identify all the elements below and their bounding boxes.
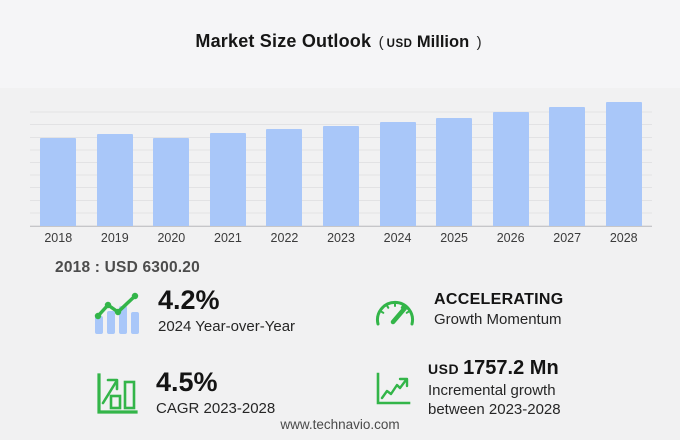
first-year-annotation: 2018 : USD 6300.20 [55, 259, 200, 276]
gauge-icon [372, 291, 418, 331]
stat-value: ACCELERATING [434, 291, 564, 309]
stat-yoy: 4.2% 2024 Year-over-Year [92, 287, 295, 337]
bar-2024 [379, 121, 416, 226]
stat-text: ACCELERATING Growth Momentum [434, 292, 564, 330]
bar-2022 [266, 128, 303, 226]
stat-incremental-growth: USD 1757.2 Mn Incremental growth between … [374, 358, 561, 420]
title-text: Market Size Outlook [195, 31, 372, 51]
x-tick-label: 2023 [327, 231, 355, 245]
x-tick-label: 2020 [157, 231, 186, 245]
stat-label-line2: between 2023-2028 [428, 400, 561, 418]
unit-open-paren: ( [378, 34, 384, 51]
bar-chart-plot-area [30, 100, 652, 227]
bar-2027 [549, 106, 586, 226]
bar-2019 [96, 133, 133, 226]
unit-label: Million [416, 33, 470, 51]
x-tick-label: 2025 [440, 231, 468, 245]
stat-value: USD 1757.2 Mn [428, 358, 561, 378]
line-chart-icon [374, 372, 412, 406]
stat-label-line1: Incremental growth [428, 382, 556, 399]
stat-text: 4.5% CAGR 2023-2028 [156, 369, 275, 419]
trend-bars-icon [92, 290, 142, 334]
x-tick-label: 2028 [609, 231, 638, 245]
growth-bars-icon [94, 372, 140, 416]
x-labels: 2018 2019 2020 2021 2022 2023 2024 2025 2026 2027… [30, 231, 652, 245]
stat-label: 2024 Year-over-Year [158, 318, 296, 335]
bar-2025 [436, 117, 473, 226]
title-unit: (USD Million ) [376, 33, 485, 51]
stat-cagr: 4.5% CAGR 2023-2028 [94, 369, 275, 419]
bar-2021 [209, 133, 246, 226]
bar-2026 [492, 111, 529, 226]
stat-value-number: 1757.2 Mn [463, 357, 559, 379]
usd-prefix: USD [428, 361, 460, 377]
x-tick-label: 2018 [44, 231, 73, 245]
x-tick-label: 2024 [383, 231, 412, 245]
chart-panel: 2018 2019 2020 2021 2022 2023 2024 2025 2026 2027… [0, 88, 680, 440]
unit-close-paren: ) [476, 34, 482, 51]
x-tick-label: 2026 [496, 231, 525, 245]
stat-momentum: ACCELERATING Growth Momentum [372, 291, 564, 331]
bar-2023 [323, 126, 359, 226]
x-tick-label: 2021 [214, 231, 242, 245]
bar-2028 [605, 101, 642, 226]
stat-label: Incremental growth between 2023-2028 [428, 382, 561, 420]
x-tick-label: 2027 [553, 231, 582, 245]
stat-value: 4.5% [156, 367, 218, 397]
stat-value: 4.2% [158, 285, 220, 315]
stat-label: Growth Momentum [434, 311, 562, 329]
stat-text: 4.2% 2024 Year-over-Year [158, 287, 295, 337]
stat-text: USD 1757.2 Mn Incremental growth between … [428, 358, 561, 420]
footer-url[interactable]: www.technavio.com [280, 417, 400, 432]
bars [30, 100, 652, 226]
unit-currency: USD [386, 38, 413, 50]
bar-2018 [40, 137, 77, 226]
x-tick-label: 2019 [100, 231, 129, 245]
stat-label: CAGR 2023-2028 [156, 400, 276, 417]
x-tick-label: 2022 [270, 231, 299, 245]
bar-2020 [153, 137, 190, 226]
page-title: Market Size Outlook (USD Million ) [0, 31, 680, 52]
